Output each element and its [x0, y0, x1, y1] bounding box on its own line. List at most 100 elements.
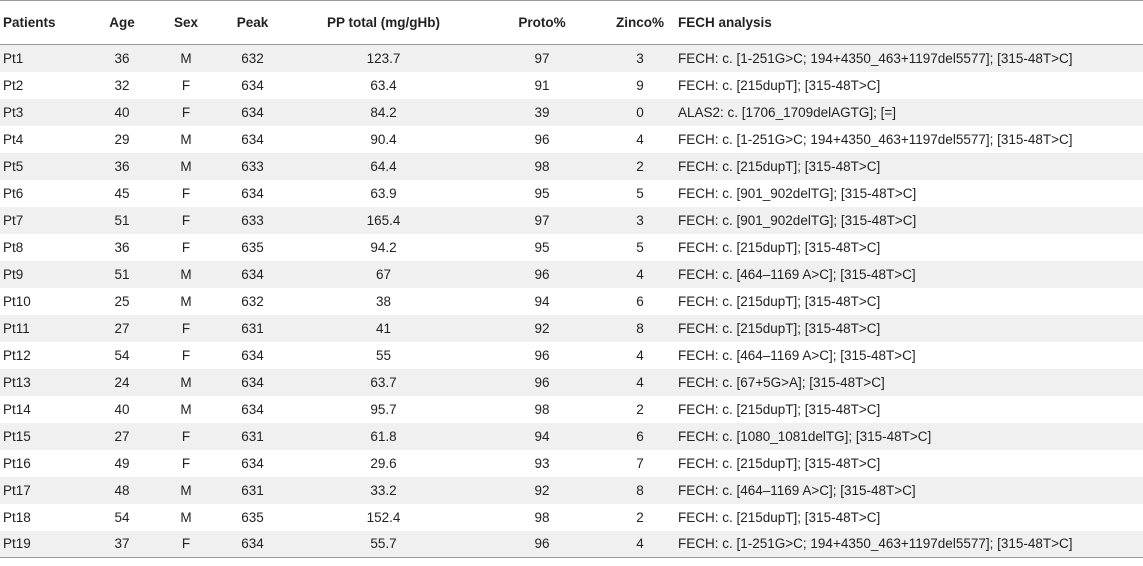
cell-patient: Pt3 [0, 98, 92, 126]
cell-age: 27 [92, 314, 152, 342]
cell-age: 54 [114, 509, 130, 525]
cell-zinco: 5 [636, 239, 644, 255]
cell-peak: 631 [220, 314, 285, 342]
cell-pp-total: 55.7 [285, 530, 482, 558]
cell-age: 51 [92, 260, 152, 288]
cell-proto: 95 [534, 239, 550, 255]
cell-age: 29 [114, 131, 130, 147]
cell-proto: 96 [482, 260, 602, 288]
cell-proto: 92 [482, 476, 602, 504]
cell-fech-analysis: FECH: c. [215dupT]; [315-48T>C] [678, 455, 881, 471]
cell-patient: Pt8 [3, 239, 24, 255]
cell-fech-analysis: FECH: c. [464–1169 A>C]; [315-48T>C] [678, 347, 916, 363]
cell-patient: Pt7 [0, 206, 92, 234]
cell-pp-total: 152.4 [366, 509, 401, 525]
cell-age: 40 [114, 401, 130, 417]
cell-patient: Pt11 [0, 314, 92, 342]
cell-age: 54 [114, 347, 130, 363]
cell-peak: 634 [220, 368, 285, 396]
cell-pp-total: 63.9 [370, 185, 397, 201]
cell-zinco: 4 [636, 131, 644, 147]
cell-zinco: 0 [602, 98, 678, 126]
cell-pp-total: 67 [285, 260, 482, 288]
cell-patient: Pt16 [3, 455, 31, 471]
cell-patient: Pt6 [3, 185, 24, 201]
cell-proto: 96 [482, 530, 602, 558]
cell-peak: 633 [220, 152, 285, 180]
cell-patient: Pt18 [3, 509, 31, 525]
cell-zinco: 4 [602, 530, 678, 558]
cell-proto: 96 [534, 131, 550, 147]
cell-fech-analysis: FECH: c. [1-251G>C; 194+4350_463+1197del… [678, 44, 1143, 72]
cell-fech-analysis: FECH: c. [215dupT]; [315-48T>C] [678, 314, 1143, 342]
cell-age: 49 [114, 455, 130, 471]
table-row: Pt9 51 M 634 67 96 4 FECH: c. [464–1169 A>C]; [… [0, 260, 1143, 288]
cell-fech-analysis: FECH: c. [215dupT]; [315-48T>C] [678, 293, 881, 309]
cell-peak: 635 [241, 239, 264, 255]
header-peak: Peak [220, 0, 285, 45]
cell-pp-total: 38 [375, 293, 392, 309]
cell-proto: 94 [482, 422, 602, 450]
cell-pp-total: 41 [285, 314, 482, 342]
cell-proto: 97 [482, 44, 602, 72]
cell-patient: Pt5 [0, 152, 92, 180]
cell-proto: 96 [534, 347, 550, 363]
cell-fech-analysis: FECH: c. [215dupT]; [315-48T>C] [678, 509, 881, 525]
header-age: Age [92, 0, 152, 45]
cell-patient: Pt14 [3, 401, 31, 417]
cell-age: 25 [114, 293, 130, 309]
table-row: Pt11 27 F 631 41 92 8 FECH: c. [215dupT]; [315-… [0, 314, 1143, 342]
cell-pp-total: 94.2 [370, 239, 397, 255]
cell-patient: Pt12 [3, 347, 31, 363]
cell-zinco: 5 [636, 185, 644, 201]
cell-age: 37 [92, 530, 152, 558]
table-row: Pt15 27 F 631 61.8 94 6 FECH: c. [1080_1081delT… [0, 422, 1143, 450]
cell-zinco: 4 [636, 347, 644, 363]
cell-zinco: 4 [602, 260, 678, 288]
cell-age: 32 [114, 77, 130, 93]
cell-sex: F [181, 77, 191, 93]
cell-zinco: 3 [602, 206, 678, 234]
header-patients: Patients [0, 0, 92, 45]
cell-pp-total: 95.7 [370, 401, 397, 417]
cell-zinco: 4 [602, 368, 678, 396]
cell-peak: 634 [241, 401, 264, 417]
cell-fech-analysis: FECH: c. [1-251G>C; 194+4350_463+1197del… [678, 530, 1143, 558]
cell-proto: 91 [534, 77, 550, 93]
cell-fech-analysis: FECH: c. [215dupT]; [315-48T>C] [678, 401, 881, 417]
cell-patient: Pt10 [3, 293, 31, 309]
header-fech-analysis: FECH analysis [678, 0, 1143, 45]
table-row: Pt5 36 M 633 64.4 98 2 FECH: c. [215dupT]; [315… [0, 152, 1143, 180]
cell-sex: F [181, 239, 191, 255]
cell-peak: 634 [241, 347, 264, 363]
cell-proto: 96 [482, 368, 602, 396]
cell-zinco: 7 [636, 455, 644, 471]
cell-sex: F [152, 206, 220, 234]
cell-sex: M [180, 509, 192, 525]
cell-sex: F [152, 530, 220, 558]
cell-zinco: 8 [602, 476, 678, 504]
cell-proto: 39 [482, 98, 602, 126]
cell-zinco: 2 [636, 401, 644, 417]
cell-patient: Pt15 [0, 422, 92, 450]
cell-age: 48 [92, 476, 152, 504]
cell-peak: 631 [220, 422, 285, 450]
cell-patient: Pt1 [0, 44, 92, 72]
cell-zinco: 9 [636, 77, 644, 93]
cell-peak: 632 [241, 293, 264, 309]
cell-pp-total: 63.4 [370, 77, 397, 93]
header-zinco: Zinco% [602, 0, 678, 45]
cell-pp-total: 123.7 [285, 44, 482, 72]
cell-fech-analysis: FECH: c. [901_902delTG]; [315-48T>C] [678, 185, 917, 201]
cell-proto: 98 [534, 509, 550, 525]
cell-proto: 98 [482, 152, 602, 180]
cell-patient: Pt2 [3, 77, 24, 93]
cell-sex: M [180, 401, 192, 417]
cell-peak: 634 [220, 98, 285, 126]
cell-age: 45 [114, 185, 130, 201]
cell-fech-analysis: FECH: c. [215dupT]; [315-48T>C] [678, 239, 881, 255]
cell-pp-total: 165.4 [285, 206, 482, 234]
cell-peak: 633 [220, 206, 285, 234]
cell-fech-analysis: FECH: c. [1-251G>C; 194+4350_463+1197del… [678, 131, 1073, 147]
